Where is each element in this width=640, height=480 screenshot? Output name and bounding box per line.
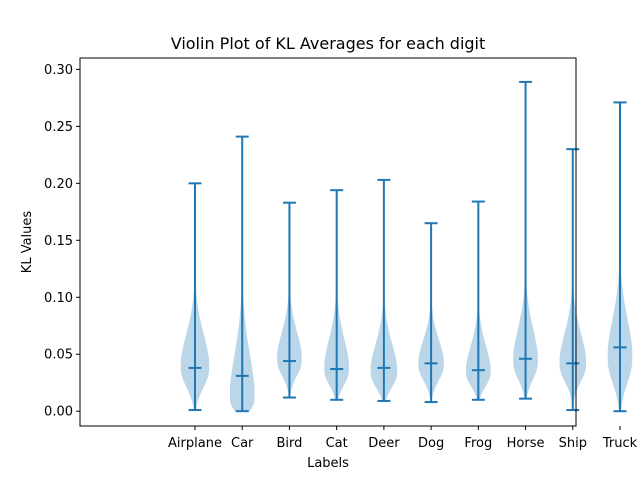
plot-frame: [79, 57, 577, 427]
x-tick-label: Airplane: [168, 436, 222, 451]
y-tick-label: 0.00: [44, 405, 73, 420]
y-tick-label: 0.10: [44, 291, 73, 306]
x-axis-title: Labels: [307, 456, 349, 471]
y-tick-label: 0.25: [44, 120, 73, 135]
x-tick-label: Ship: [559, 436, 587, 451]
y-tick-label: 0.05: [44, 348, 73, 363]
x-tick-label: Bird: [276, 436, 302, 451]
x-tick-label: Horse: [507, 436, 545, 451]
y-tick-label: 0.30: [44, 63, 73, 78]
y-axis: 0.00 0.05 0.10 0.15 0.20 0.25 0.30: [44, 63, 80, 420]
y-tick-label: 0.15: [44, 234, 73, 249]
chart-title: Violin Plot of KL Averages for each digi…: [171, 34, 486, 53]
y-tick-label: 0.20: [44, 177, 73, 192]
x-tick-label: Car: [231, 436, 254, 451]
y-axis-title: KL Values: [20, 211, 35, 274]
x-tick-label: Dog: [418, 436, 444, 451]
x-tick-label: Deer: [368, 436, 400, 451]
x-tick-label: Cat: [326, 436, 348, 451]
x-tick-label: Frog: [464, 436, 492, 451]
violin-layer: [180, 80, 633, 413]
x-axis: Airplane Car Bird Cat Deer Dog Frog Horse Ship Tr…: [168, 426, 638, 451]
x-tick-label: Truck: [602, 436, 638, 451]
